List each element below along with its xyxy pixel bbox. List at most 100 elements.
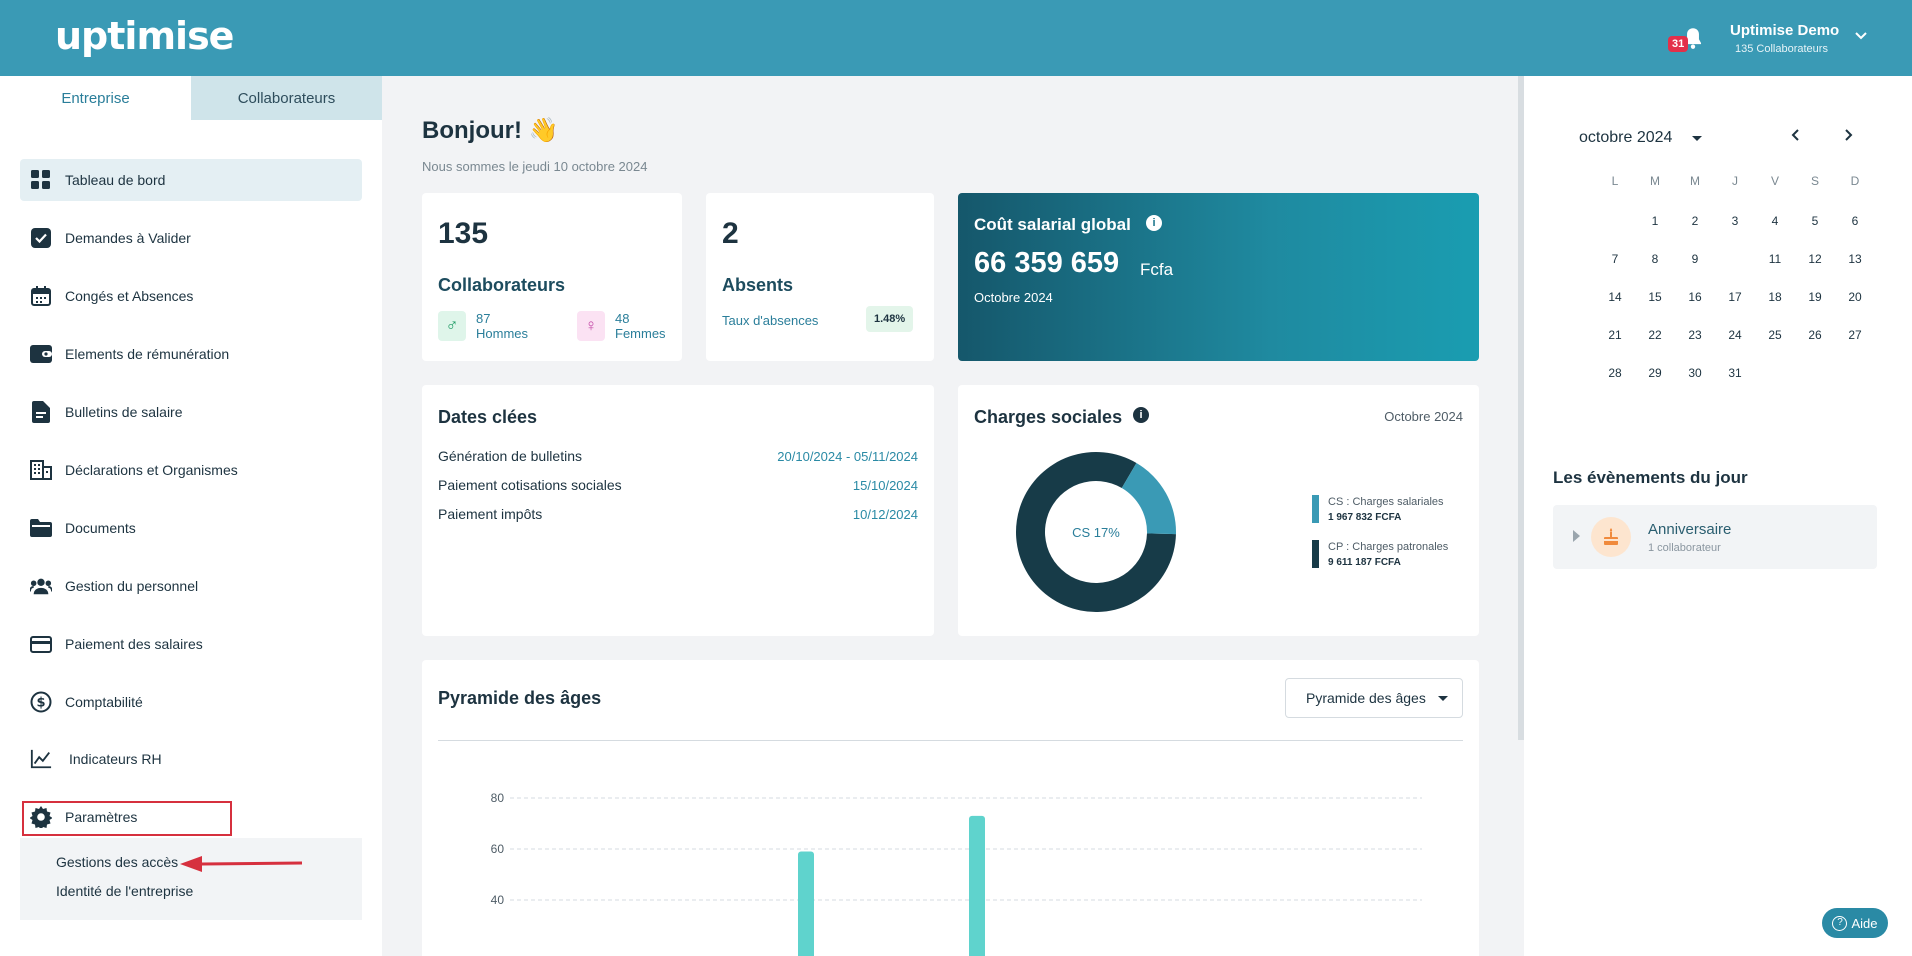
pyramid-bar[interactable] <box>969 815 985 956</box>
calendar-day[interactable]: 30 <box>1688 366 1702 380</box>
app-logo[interactable]: uptimise <box>55 14 234 58</box>
calendar-weekday: L <box>1611 174 1619 188</box>
age-pyramid-card: Pyramide des âges Pyramide des âges 80 60… <box>422 660 1479 956</box>
calendar-day[interactable]: 22 <box>1648 328 1662 342</box>
info-icon[interactable]: i <box>1146 215 1162 231</box>
calendar-day[interactable]: 4 <box>1771 214 1779 228</box>
calendar-day[interactable]: 11 <box>1768 252 1782 266</box>
caret-down-icon[interactable] <box>1692 136 1702 141</box>
calendar-day[interactable]: 29 <box>1648 366 1662 380</box>
calendar-weekday: S <box>1810 174 1819 188</box>
donut-slice-cs[interactable] <box>1121 462 1176 535</box>
legend-label: CP : Charges patronales <box>1328 541 1449 553</box>
calendar-day[interactable]: 5 <box>1811 214 1819 228</box>
collaborators-card[interactable]: 135 Collaborateurs ♂ 87 Hommes ♀ 48 Femmes <box>422 193 682 361</box>
calendar-weekday: V <box>1770 174 1779 188</box>
sidebar-item-tableau-de-bord[interactable]: Tableau de bord <box>20 159 362 201</box>
calendar-day[interactable]: 13 <box>1848 252 1862 266</box>
key-dates-title: Dates clées <box>438 407 538 427</box>
age-pyramid-chart: 80 60 40 <box>491 791 1422 956</box>
chevron-down-icon[interactable] <box>1853 28 1869 44</box>
cost-currency: Fcfa <box>1140 260 1174 279</box>
calendar-day-today[interactable]: 10 <box>1715 240 1755 278</box>
user-name[interactable]: Uptimise Demo <box>1730 22 1840 39</box>
sidebar-item-indicateurs[interactable]: Indicateurs RH <box>20 738 362 780</box>
legend-label: CS : Charges salariales <box>1328 496 1444 508</box>
calendar-day[interactable]: 24 <box>1728 328 1742 342</box>
pyramid-bar[interactable] <box>798 851 814 956</box>
submenu-item-identite-entreprise[interactable]: Identité de l'entreprise <box>56 883 194 899</box>
calendar-day[interactable]: 18 <box>1768 290 1782 304</box>
calendar-day[interactable]: 31 <box>1728 366 1742 380</box>
sidebar-item-comptabilite[interactable]: $ Comptabilité <box>20 681 362 723</box>
sidebar-item-documents[interactable]: Documents <box>20 507 362 549</box>
sidebar-item-label: Documents <box>65 520 136 536</box>
calendar-day[interactable]: 15 <box>1648 290 1662 304</box>
bell-icon[interactable] <box>1680 24 1706 52</box>
absents-count: 2 <box>722 217 739 250</box>
calendar-day[interactable]: 26 <box>1808 328 1822 342</box>
main-scrollbar[interactable] <box>1518 76 1524 740</box>
pyramid-select[interactable]: Pyramide des âges <box>1285 678 1463 718</box>
calendar-day[interactable]: 16 <box>1688 290 1702 304</box>
sidebar-item-gestion-personnel[interactable]: Gestion du personnel <box>20 565 362 607</box>
gear-icon <box>30 806 52 828</box>
calendar-day[interactable]: 14 <box>1608 290 1622 304</box>
caret-down-icon <box>1438 696 1448 701</box>
submenu-item-gestions-acces[interactable]: Gestions des accès <box>56 854 179 870</box>
calendar-day[interactable]: 21 <box>1608 328 1622 342</box>
sidebar-item-label: Comptabilité <box>65 694 143 710</box>
calendar-day[interactable]: 17 <box>1728 290 1742 304</box>
event-subtitle: 1 collaborateur <box>1648 542 1721 554</box>
sidebar-item-paiement-salaires[interactable]: Paiement des salaires <box>20 623 362 665</box>
calendar-day[interactable]: 8 <box>1651 252 1659 266</box>
absents-card[interactable]: 2 Absents Taux d'absences 1.48% <box>706 193 934 361</box>
key-date-value: 10/12/2024 <box>852 507 918 522</box>
calendar-weekday: D <box>1850 174 1860 188</box>
men-count: 87 <box>476 311 491 326</box>
check-icon <box>30 227 52 249</box>
y-tick-label: 80 <box>491 791 505 805</box>
chevron-left-icon[interactable] <box>1789 128 1803 142</box>
help-button[interactable]: ? Aide <box>1822 908 1888 938</box>
calendar-day[interactable]: 19 <box>1808 290 1822 304</box>
sidebar-item-parametres[interactable]: Paramètres <box>20 796 362 838</box>
event-title: Anniversaire <box>1648 521 1732 538</box>
calendar-day[interactable]: 28 <box>1608 366 1622 380</box>
caret-right-icon[interactable] <box>1573 530 1580 542</box>
sidebar-item-bulletins[interactable]: Bulletins de salaire <box>20 391 362 433</box>
sidebar-item-label: Demandes à Valider <box>65 230 191 246</box>
sidebar-item-declarations[interactable]: Déclarations et Organismes <box>20 449 362 491</box>
calendar-day[interactable]: 1 <box>1651 214 1659 228</box>
event-item[interactable]: Anniversaire 1 collaborateur <box>1553 505 1877 569</box>
global-cost-card[interactable]: Coût salarial global i 66 359 659 Fcfa O… <box>958 193 1479 361</box>
calendar-day[interactable]: 2 <box>1691 214 1699 228</box>
calendar-day[interactable]: 25 <box>1768 328 1782 342</box>
calendar-day[interactable]: 23 <box>1688 328 1702 342</box>
calendar-day[interactable]: 9 <box>1691 252 1699 266</box>
women-label: Femmes <box>615 326 666 341</box>
sidebar-item-demandes[interactable]: Demandes à Valider <box>20 217 362 259</box>
calendar-day[interactable]: 12 <box>1808 252 1822 266</box>
tab-collaborateurs[interactable]: Collaborateurs <box>191 76 382 120</box>
calendar-weekday: M <box>1690 174 1700 188</box>
chevron-right-icon[interactable] <box>1841 128 1855 142</box>
info-icon[interactable]: i <box>1133 407 1149 423</box>
calendar-day[interactable]: 6 <box>1851 214 1859 228</box>
calendar-month-label[interactable]: octobre 2024 <box>1579 129 1673 146</box>
calendar-day[interactable]: 3 <box>1731 214 1739 228</box>
dollar-icon: $ <box>30 691 52 713</box>
payslip-icon <box>30 401 52 423</box>
social-charges-card: Charges sociales i Octobre 2024 CS 17% C… <box>958 385 1479 636</box>
highlight-box-parametres <box>22 801 232 836</box>
donut-slice-cp[interactable] <box>1016 452 1176 612</box>
calendar-day[interactable]: 27 <box>1848 328 1862 342</box>
tab-entreprise[interactable]: Entreprise <box>0 76 191 120</box>
cost-value: 66 359 659 <box>974 247 1120 279</box>
sidebar-item-conges[interactable]: Congés et Absences <box>20 275 362 317</box>
calendar-day[interactable]: 7 <box>1611 252 1619 266</box>
page-title: Bonjour! 👋 <box>422 117 559 144</box>
sidebar-item-remuneration[interactable]: Elements de rémunération <box>20 333 362 375</box>
women-stat: 48 Femmes <box>615 311 666 341</box>
calendar-day[interactable]: 20 <box>1848 290 1862 304</box>
